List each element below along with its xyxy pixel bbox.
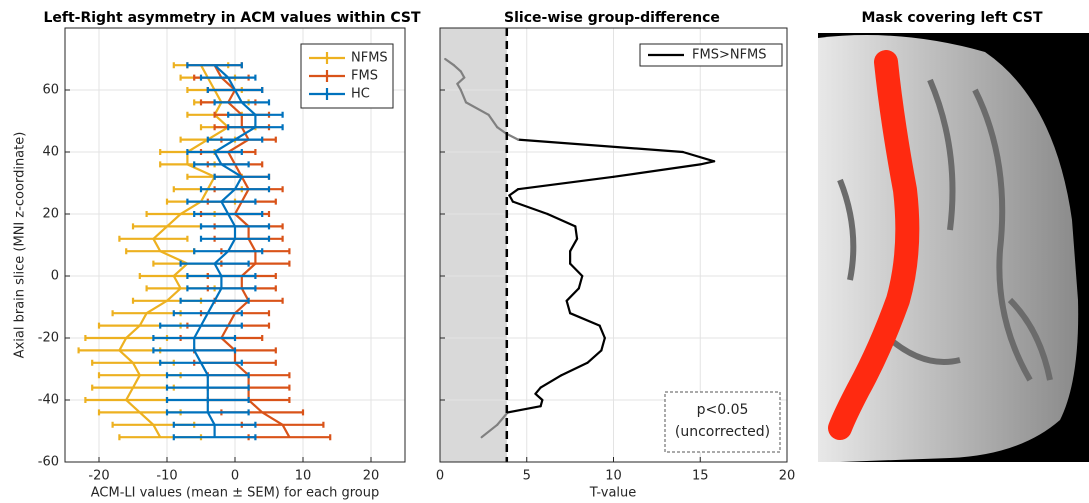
x-tick-label: 5 bbox=[523, 469, 531, 484]
y-tick-label: -20 bbox=[38, 331, 59, 346]
legend-label: FMS bbox=[351, 69, 378, 84]
x-tick-label: -10 bbox=[156, 469, 177, 484]
legend-label: NFMS bbox=[351, 51, 388, 66]
panel-title: Mask covering left CST bbox=[861, 10, 1043, 26]
annotation-text: (uncorrected) bbox=[675, 424, 770, 440]
tvalue-segment bbox=[518, 140, 683, 152]
x-tick-label: 15 bbox=[692, 469, 709, 484]
tvalue-segment bbox=[513, 202, 548, 214]
tvalue-segment bbox=[508, 406, 541, 412]
y-tick-label: 60 bbox=[42, 83, 59, 98]
tvalue-segment bbox=[575, 226, 577, 238]
tvalue-segment bbox=[570, 239, 577, 251]
annotation-box bbox=[665, 392, 780, 452]
tvalue-segment bbox=[548, 214, 576, 226]
y-tick-label: 20 bbox=[42, 207, 59, 222]
x-tick-label: 10 bbox=[295, 469, 312, 484]
panel-title: Slice-wise group-difference bbox=[504, 10, 720, 26]
legend-label: FMS>NFMS bbox=[692, 48, 767, 63]
x-tick-label: 0 bbox=[436, 469, 444, 484]
tvalue-segment bbox=[614, 164, 701, 176]
y-axis-label: Axial brain slice (MNI z-coordinate) bbox=[13, 132, 28, 359]
figure: Left-Right asymmetry in ACM values withi… bbox=[0, 0, 1089, 503]
tvalue-segment bbox=[535, 394, 542, 400]
legend-label: HC bbox=[351, 87, 370, 102]
x-tick-label: 10 bbox=[605, 469, 622, 484]
tvalue-segment bbox=[509, 189, 518, 195]
annotation-text: p<0.05 bbox=[697, 402, 749, 418]
subthreshold-shade bbox=[440, 28, 507, 462]
x-tick-label: 0 bbox=[231, 469, 239, 484]
y-tick-label: 0 bbox=[51, 269, 59, 284]
y-tick-label: -40 bbox=[38, 393, 59, 408]
x-axis-label: ACM-LI values (mean ± SEM) for each grou… bbox=[91, 486, 380, 501]
tvalue-segment bbox=[561, 363, 587, 375]
x-tick-label: 20 bbox=[363, 469, 380, 484]
panel-title: Left-Right asymmetry in ACM values withi… bbox=[43, 10, 421, 26]
tvalue-segment bbox=[600, 326, 605, 338]
tvalue-segment bbox=[570, 313, 599, 325]
tvalue-segment bbox=[541, 375, 562, 387]
brain-image bbox=[818, 33, 1089, 462]
tvalue-segment bbox=[535, 388, 540, 394]
tvalue-segment bbox=[518, 177, 613, 189]
tvalue-segment bbox=[570, 264, 582, 276]
tvalue-segment bbox=[579, 276, 582, 288]
tvalue-segment bbox=[567, 288, 579, 300]
x-axis-label: T-value bbox=[589, 486, 637, 501]
y-tick-label: -60 bbox=[38, 455, 59, 470]
tvalue-segment bbox=[587, 350, 601, 362]
tvalue-segment bbox=[567, 301, 570, 313]
x-tick-label: -20 bbox=[88, 469, 109, 484]
y-tick-label: 40 bbox=[42, 145, 59, 160]
tvalue-segment bbox=[683, 152, 714, 161]
tvalue-segment bbox=[601, 338, 604, 350]
x-tick-label: 20 bbox=[779, 469, 796, 484]
